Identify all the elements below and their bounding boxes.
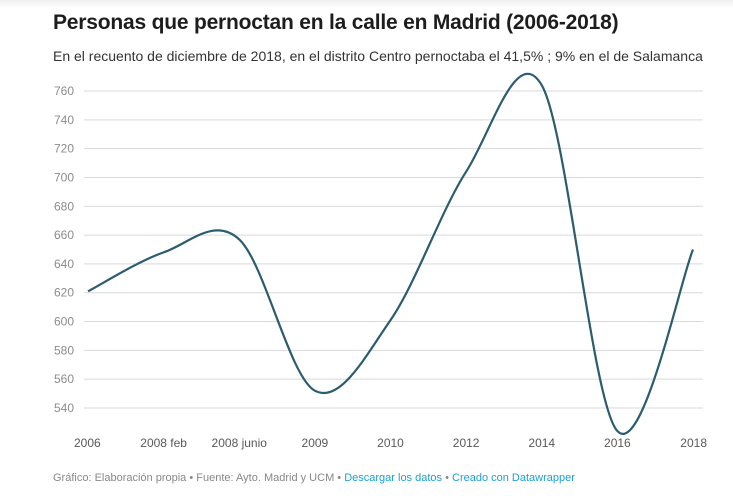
x-axis: 2006 2008 feb 2008 junio 2009 2010 2012 2014 20… xyxy=(74,436,707,450)
y-tick-label: 720 xyxy=(54,142,74,156)
data-point-2018[interactable] xyxy=(690,247,696,253)
y-tick-label: 700 xyxy=(54,170,74,184)
y-tick-label: 760 xyxy=(54,84,74,98)
top-shadow xyxy=(0,0,733,8)
datawrapper-link[interactable]: Creado con Datawrapper xyxy=(452,472,575,484)
x-tick-label: 2016 xyxy=(604,436,631,450)
footer-separator: • xyxy=(442,472,452,484)
x-tick-label: 2014 xyxy=(528,436,555,450)
y-tick-label: 580 xyxy=(54,343,74,357)
y-tick-label: 740 xyxy=(54,113,74,127)
footer-source: Fuente: Ayto. Madrid y UCM xyxy=(196,472,335,484)
series-line xyxy=(87,72,695,435)
y-axis: 540 560 580 600 620 640 660 680 700 720 740 760 xyxy=(54,84,74,415)
x-tick-label: 2012 xyxy=(453,436,480,450)
y-tick-label: 540 xyxy=(54,401,74,415)
chart-title: Personas que pernoctan en la calle en Ma… xyxy=(53,11,619,34)
series-group xyxy=(85,72,696,435)
y-tick-label: 680 xyxy=(54,199,74,213)
x-tick-label: 2008 junio xyxy=(212,436,268,450)
gridlines xyxy=(84,90,703,409)
data-point-2006[interactable] xyxy=(85,288,91,294)
y-tick-label: 600 xyxy=(54,315,74,329)
x-tick-label: 2008 feb xyxy=(140,436,187,450)
data-point-2008-junio[interactable] xyxy=(236,236,242,242)
download-data-link[interactable]: Descargar los datos xyxy=(344,472,443,484)
y-tick-label: 640 xyxy=(54,257,74,271)
y-tick-label: 620 xyxy=(54,286,74,300)
data-point-2016[interactable] xyxy=(614,428,620,434)
x-tick-label: 2009 xyxy=(302,436,329,450)
data-point-2009[interactable] xyxy=(312,388,318,394)
x-tick-label: 2006 xyxy=(74,436,101,450)
x-tick-label: 2018 xyxy=(680,436,707,450)
footer-separator: • xyxy=(186,472,197,484)
data-point-2014[interactable] xyxy=(539,82,545,88)
data-point-2008-feb[interactable] xyxy=(161,249,167,255)
footer-credit: Gráfico: Elaboración propia xyxy=(53,472,187,484)
y-tick-label: 660 xyxy=(54,228,74,242)
x-tick-label: 2010 xyxy=(377,436,404,450)
chart-subtitle: En el recuento de diciembre de 2018, en … xyxy=(53,48,703,64)
y-tick-label: 560 xyxy=(54,372,74,386)
data-point-2010[interactable] xyxy=(388,317,394,323)
footer: Gráfico: Elaboración propia • Fuente: Ay… xyxy=(53,472,575,484)
data-point-2012[interactable] xyxy=(463,169,469,175)
footer-separator: • xyxy=(334,472,345,484)
